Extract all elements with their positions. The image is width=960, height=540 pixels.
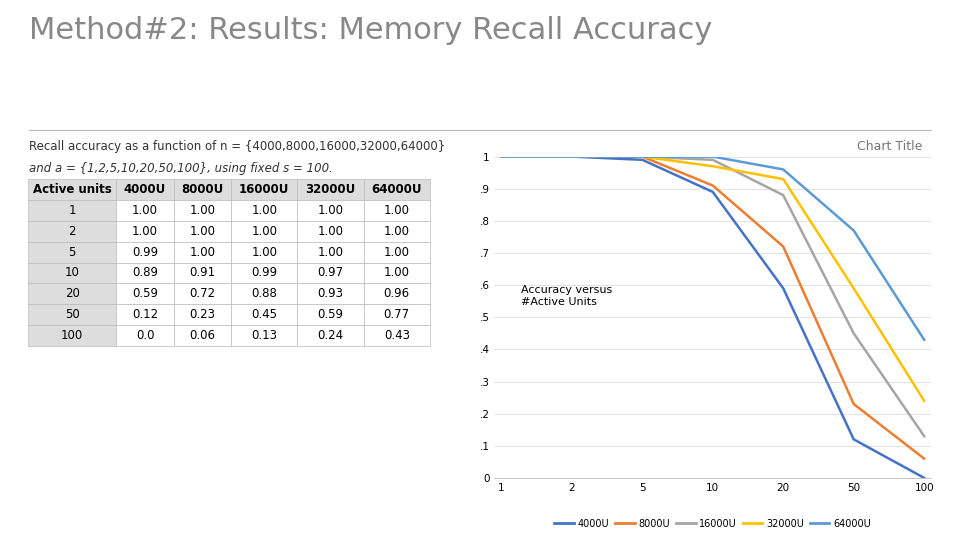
32000U <box>636 153 648 160</box>
64000U <box>707 153 718 160</box>
4000U <box>566 153 578 160</box>
Line: 16000U: 16000U <box>501 157 924 436</box>
Line: 32000U: 32000U <box>501 157 924 401</box>
64000U <box>566 153 578 160</box>
64000U <box>919 336 930 343</box>
Text: and a = {1,2,5,10,20,50,100}, using fixed s = 100.: and a = {1,2,5,10,20,50,100}, using fixe… <box>29 162 333 175</box>
4000U <box>636 157 648 163</box>
32000U <box>566 153 578 160</box>
Line: 8000U: 8000U <box>501 157 924 458</box>
4000U <box>495 153 507 160</box>
8000U <box>919 455 930 462</box>
Text: Chart Title: Chart Title <box>857 140 923 153</box>
16000U <box>778 192 789 198</box>
32000U <box>778 176 789 183</box>
64000U <box>495 153 507 160</box>
Text: Recall accuracy as a function of n = {4000,8000,16000,32000,64000}: Recall accuracy as a function of n = {40… <box>29 140 445 153</box>
8000U <box>707 183 718 189</box>
Legend: 4000U, 8000U, 16000U, 32000U, 64000U: 4000U, 8000U, 16000U, 32000U, 64000U <box>551 515 875 532</box>
4000U <box>848 436 859 443</box>
32000U <box>919 397 930 404</box>
Line: 64000U: 64000U <box>501 157 924 340</box>
Text: 21: 21 <box>916 517 931 530</box>
Text: Method#2: Results: Memory Recall Accuracy: Method#2: Results: Memory Recall Accurac… <box>29 16 712 45</box>
8000U <box>495 153 507 160</box>
8000U <box>566 153 578 160</box>
16000U <box>919 433 930 440</box>
16000U <box>848 330 859 336</box>
64000U <box>778 166 789 173</box>
4000U <box>778 285 789 292</box>
4000U <box>707 188 718 195</box>
16000U <box>566 153 578 160</box>
16000U <box>707 157 718 163</box>
16000U <box>495 153 507 160</box>
32000U <box>495 153 507 160</box>
4000U <box>919 475 930 481</box>
8000U <box>848 401 859 407</box>
32000U <box>848 285 859 292</box>
8000U <box>778 244 789 250</box>
8000U <box>636 153 648 160</box>
16000U <box>636 153 648 160</box>
Text: Accuracy versus
#Active Units: Accuracy versus #Active Units <box>520 285 612 307</box>
32000U <box>707 163 718 170</box>
64000U <box>848 227 859 234</box>
64000U <box>636 153 648 160</box>
Line: 4000U: 4000U <box>501 157 924 478</box>
